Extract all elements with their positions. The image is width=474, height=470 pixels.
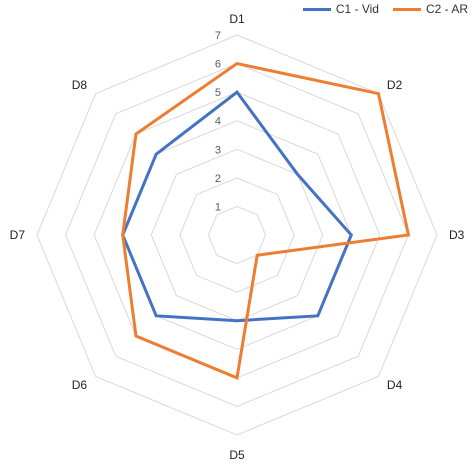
category-label: D6: [72, 378, 88, 392]
tick-label: 1: [215, 201, 221, 213]
legend-item-c1: C1 - Vid: [302, 2, 379, 16]
legend-label-c1: C1 - Vid: [335, 2, 379, 16]
legend-swatch-c2: [392, 7, 421, 11]
grid-ring: [36, 34, 438, 436]
category-labels: D1 D2 D3 D4 D5 D6 D7 D8: [10, 12, 465, 462]
category-label: D1: [229, 12, 245, 26]
legend-swatch-c1: [302, 7, 331, 11]
tick-label: 7: [215, 30, 221, 42]
category-label: D2: [387, 78, 403, 92]
legend-label-c2: C2 - AR: [425, 2, 468, 16]
grid-ring: [179, 177, 295, 293]
tick-label: 4: [215, 116, 221, 128]
grid-ring: [207, 205, 267, 265]
series: [121, 61, 411, 380]
category-label: D4: [387, 378, 403, 392]
legend: C1 - Vid C2 - AR: [302, 2, 468, 16]
category-label: D3: [449, 228, 465, 242]
grid-ring: [65, 63, 409, 407]
series-line-1: [121, 90, 354, 323]
series-line-2: [121, 61, 411, 380]
tick-label: 2: [215, 173, 221, 185]
category-label: D8: [72, 78, 88, 92]
tick-label: 3: [215, 144, 221, 156]
radial-tick-labels: 1 2 3 4 5 6 7: [215, 30, 221, 213]
category-label: D7: [10, 228, 26, 242]
tick-label: 6: [215, 59, 221, 71]
legend-item-c2: C2 - AR: [392, 2, 468, 16]
tick-label: 5: [215, 87, 221, 99]
category-label: D5: [229, 448, 245, 462]
